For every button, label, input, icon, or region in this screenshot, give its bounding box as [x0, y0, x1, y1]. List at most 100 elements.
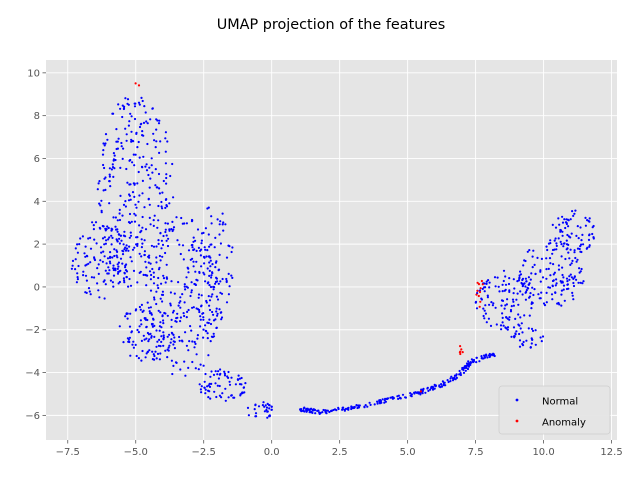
normal-point: [84, 274, 88, 277]
normal-point: [531, 255, 534, 258]
normal-point: [509, 308, 513, 312]
normal-point: [152, 282, 156, 285]
normal-point: [504, 283, 508, 286]
normal-point: [133, 183, 136, 186]
normal-point: [378, 400, 381, 403]
normal-point: [153, 335, 156, 338]
normal-point: [568, 275, 571, 278]
normal-point: [145, 337, 148, 340]
normal-point: [565, 222, 569, 226]
normal-point: [210, 295, 213, 298]
normal-point: [155, 186, 158, 189]
normal-point: [213, 390, 216, 393]
normal-point: [197, 296, 200, 299]
normal-point: [581, 233, 584, 236]
normal-point: [179, 316, 182, 319]
legend-label-normal: Normal: [542, 397, 578, 408]
normal-point: [76, 278, 79, 281]
normal-point: [481, 357, 484, 360]
normal-point: [545, 245, 548, 248]
normal-point: [138, 224, 141, 227]
normal-point: [166, 140, 169, 143]
normal-point: [576, 225, 579, 228]
normal-point: [524, 285, 527, 288]
normal-point: [112, 285, 115, 288]
normal-point: [158, 151, 161, 154]
normal-point: [193, 340, 196, 344]
normal-point: [507, 282, 511, 286]
normal-point: [134, 214, 137, 217]
normal-point: [268, 407, 271, 410]
normal-point: [115, 147, 118, 151]
normal-point: [143, 250, 146, 253]
normal-point: [94, 221, 98, 224]
normal-point: [159, 259, 162, 262]
normal-point: [159, 231, 162, 235]
normal-point: [117, 270, 120, 274]
normal-point: [483, 309, 486, 312]
normal-point: [149, 177, 152, 180]
normal-point: [461, 368, 464, 371]
normal-point: [164, 230, 167, 234]
normal-point: [134, 203, 137, 206]
normal-point: [110, 234, 113, 237]
normal-point: [158, 338, 161, 341]
normal-point: [449, 380, 452, 383]
normal-point: [159, 352, 162, 355]
normal-point: [505, 316, 508, 319]
normal-point: [565, 277, 569, 280]
normal-point: [157, 242, 160, 245]
normal-point: [523, 259, 526, 262]
normal-point: [183, 360, 186, 363]
normal-point: [419, 393, 422, 396]
normal-point: [147, 173, 150, 177]
normal-point: [98, 180, 101, 183]
normal-point: [141, 166, 144, 169]
normal-point: [189, 294, 192, 298]
normal-point: [223, 372, 226, 375]
normal-point: [230, 274, 233, 277]
normal-point: [467, 365, 470, 368]
normal-point: [143, 338, 146, 341]
normal-point: [216, 218, 219, 221]
normal-point: [145, 163, 148, 166]
normal-point: [426, 387, 429, 390]
normal-point: [571, 210, 574, 213]
normal-point: [148, 166, 151, 169]
normal-point: [161, 293, 165, 296]
normal-point: [125, 139, 128, 142]
normal-point: [205, 299, 208, 303]
normal-point: [115, 228, 118, 231]
normal-point: [152, 224, 155, 227]
normal-point: [168, 344, 171, 347]
normal-point: [506, 328, 509, 331]
normal-point: [584, 224, 588, 227]
normal-point: [504, 275, 507, 278]
normal-point: [152, 245, 156, 248]
normal-point: [142, 273, 145, 276]
normal-point: [155, 345, 158, 348]
normal-point: [210, 215, 213, 218]
normal-point: [88, 290, 91, 293]
normal-point: [452, 377, 456, 380]
normal-point: [508, 316, 511, 319]
normal-point: [124, 246, 127, 249]
normal-point: [211, 310, 214, 314]
anomaly-point: [459, 350, 462, 353]
normal-point: [130, 260, 133, 263]
normal-point: [150, 244, 153, 247]
normal-point: [495, 323, 498, 326]
normal-point: [147, 261, 150, 264]
normal-point: [121, 214, 124, 217]
normal-point: [512, 278, 515, 281]
normal-point: [450, 375, 453, 378]
normal-point: [239, 394, 242, 397]
normal-point: [462, 371, 466, 374]
normal-point: [453, 374, 457, 377]
x-tick-label: −5.0: [124, 447, 148, 458]
normal-point: [222, 221, 225, 224]
normal-point: [216, 373, 219, 376]
anomaly-point: [459, 345, 462, 348]
normal-point: [508, 290, 511, 293]
normal-point: [103, 297, 106, 300]
